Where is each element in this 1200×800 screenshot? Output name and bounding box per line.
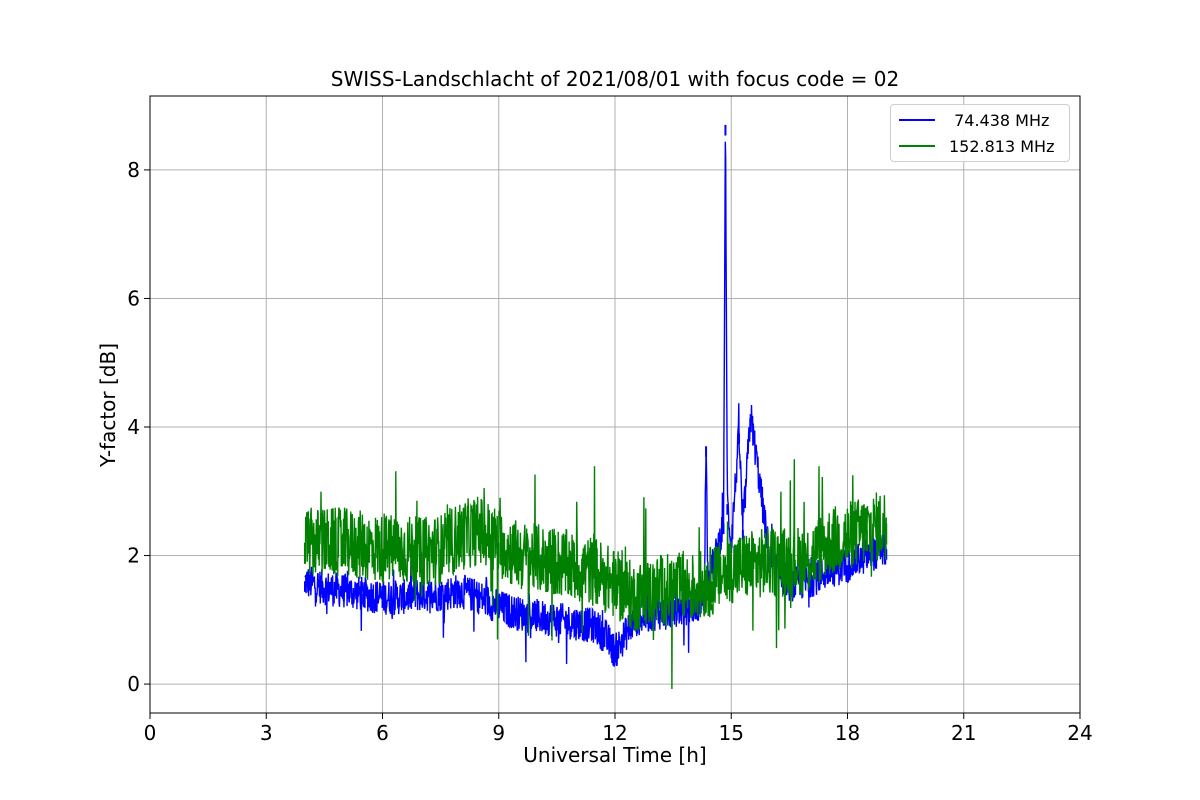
chart-title: SWISS-Landschlacht of 2021/08/01 with fo… bbox=[330, 67, 900, 91]
x-tick-label: 24 bbox=[1067, 721, 1092, 745]
x-tick-label: 18 bbox=[835, 721, 860, 745]
x-tick-label: 21 bbox=[951, 721, 976, 745]
series-layer bbox=[304, 124, 888, 690]
y-tick-label: 0 bbox=[127, 672, 140, 696]
legend: 74.438 MHz 152.813 MHz bbox=[890, 104, 1070, 162]
x-tick-label: 15 bbox=[719, 721, 744, 745]
x-tick-label: 6 bbox=[376, 721, 389, 745]
y-tick-label: 8 bbox=[127, 158, 140, 182]
x-axis-label: Universal Time [h] bbox=[523, 743, 707, 767]
y-tick-label: 4 bbox=[127, 415, 140, 439]
x-tick-label: 0 bbox=[144, 721, 157, 745]
grid-lines bbox=[149, 96, 1081, 713]
legend-label-series-1: 74.438 MHz bbox=[949, 110, 1050, 130]
legend-swatch-green bbox=[899, 145, 935, 147]
legend-entry-series-2: 152.813 MHz bbox=[899, 134, 1054, 158]
x-tick-label: 12 bbox=[602, 721, 627, 745]
legend-swatch-blue bbox=[899, 119, 935, 121]
x-tick-label: 9 bbox=[492, 721, 505, 745]
legend-label-series-2: 152.813 MHz bbox=[949, 136, 1055, 156]
y-tick-label: 2 bbox=[127, 544, 140, 568]
series-2-group bbox=[304, 459, 888, 690]
y-axis-label: Y-factor [dB] bbox=[96, 342, 120, 468]
legend-entry-series-1: 74.438 MHz bbox=[899, 108, 1049, 132]
y-tick-label: 6 bbox=[127, 286, 140, 310]
x-tick-label: 3 bbox=[260, 721, 273, 745]
